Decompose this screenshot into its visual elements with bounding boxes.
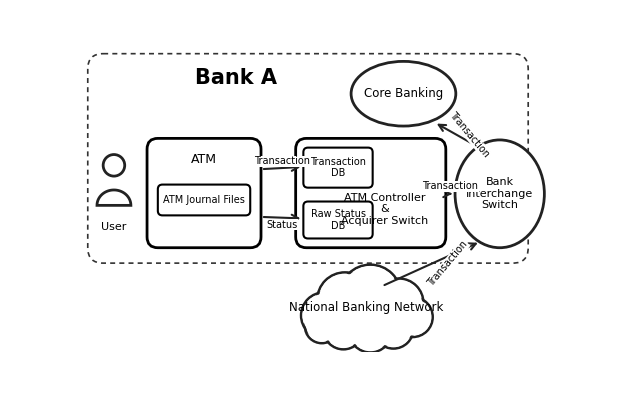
FancyBboxPatch shape	[303, 202, 372, 238]
Circle shape	[349, 309, 392, 352]
Ellipse shape	[351, 61, 456, 126]
Text: Transaction: Transaction	[447, 109, 491, 159]
Circle shape	[307, 311, 337, 342]
Text: Transaction: Transaction	[426, 239, 470, 289]
Circle shape	[319, 274, 371, 326]
Circle shape	[323, 309, 364, 349]
Text: Bank A: Bank A	[195, 69, 276, 88]
Circle shape	[393, 297, 433, 337]
Text: Transaction: Transaction	[254, 156, 310, 166]
Circle shape	[303, 294, 346, 337]
Circle shape	[325, 311, 362, 348]
Circle shape	[373, 308, 413, 348]
Circle shape	[301, 292, 348, 339]
Circle shape	[350, 311, 390, 351]
Text: ATM Controller
&
Acquirer Switch: ATM Controller & Acquirer Switch	[341, 192, 429, 226]
Text: Transaction
DB: Transaction DB	[310, 157, 366, 179]
Text: User: User	[101, 222, 127, 232]
Circle shape	[103, 154, 125, 176]
Text: Core Banking: Core Banking	[364, 87, 443, 100]
FancyBboxPatch shape	[88, 54, 528, 263]
Text: ATM Journal Files: ATM Journal Files	[163, 195, 245, 205]
Text: Transaction: Transaction	[422, 181, 479, 191]
Circle shape	[376, 280, 422, 326]
FancyBboxPatch shape	[158, 185, 250, 215]
Circle shape	[374, 278, 424, 328]
Circle shape	[394, 299, 431, 335]
FancyBboxPatch shape	[296, 138, 446, 248]
Text: National Banking Network: National Banking Network	[289, 301, 444, 314]
Polygon shape	[97, 190, 131, 206]
Text: Status: Status	[267, 220, 298, 230]
Circle shape	[305, 309, 339, 343]
FancyBboxPatch shape	[303, 148, 372, 188]
Circle shape	[375, 310, 412, 347]
Circle shape	[341, 266, 399, 325]
Text: Bank
Interchange
Switch: Bank Interchange Switch	[466, 177, 533, 210]
Circle shape	[317, 272, 372, 328]
Text: ATM: ATM	[191, 153, 217, 166]
Circle shape	[340, 265, 401, 326]
FancyBboxPatch shape	[147, 138, 261, 248]
Text: Raw Status
DB: Raw Status DB	[310, 209, 365, 231]
Ellipse shape	[455, 140, 545, 248]
